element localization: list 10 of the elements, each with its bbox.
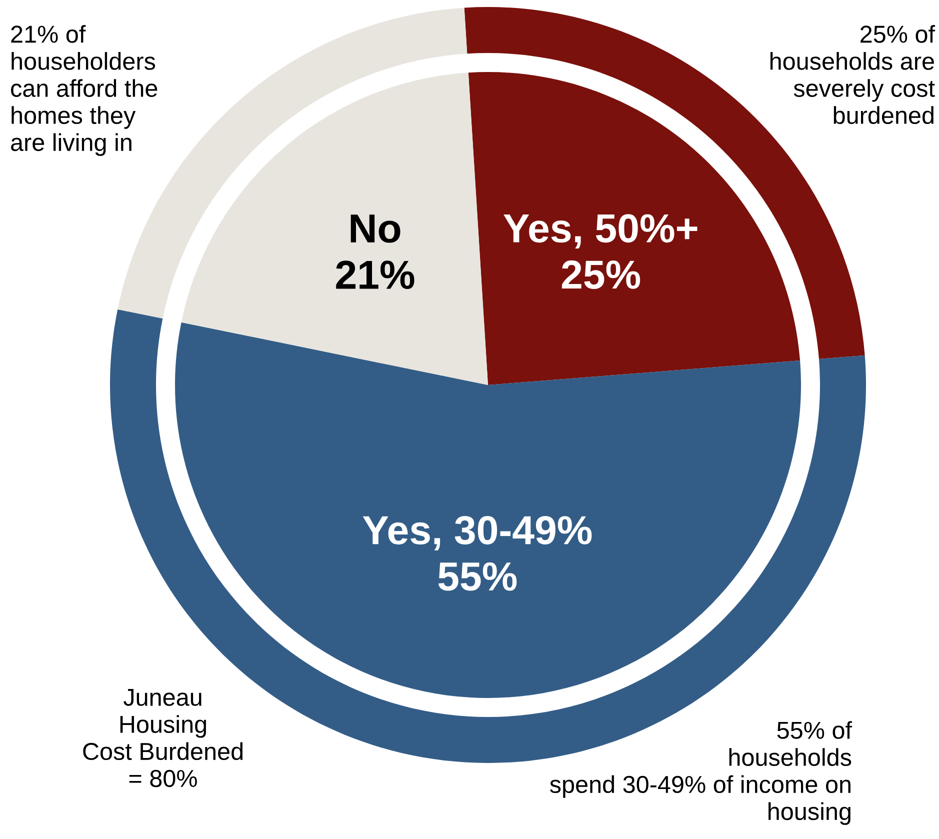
text: 55% of households spend 30-49% of income on housing <box>550 721 852 825</box>
slice-label: Yes, 30-49% <box>362 516 592 550</box>
data-label: 55% <box>438 562 517 591</box>
slice-label: No <box>350 214 400 243</box>
data-label: 21% <box>336 260 414 290</box>
slice-label: Yes, 50%+ <box>504 214 698 248</box>
text: 21% of householders can afford the homes they are living in <box>11 25 158 156</box>
data-label: 25% <box>562 260 640 289</box>
text: 25% of households are severely cost burdened <box>770 25 936 124</box>
text: Juneau Housing Cost Burdened = 80% <box>83 688 243 788</box>
